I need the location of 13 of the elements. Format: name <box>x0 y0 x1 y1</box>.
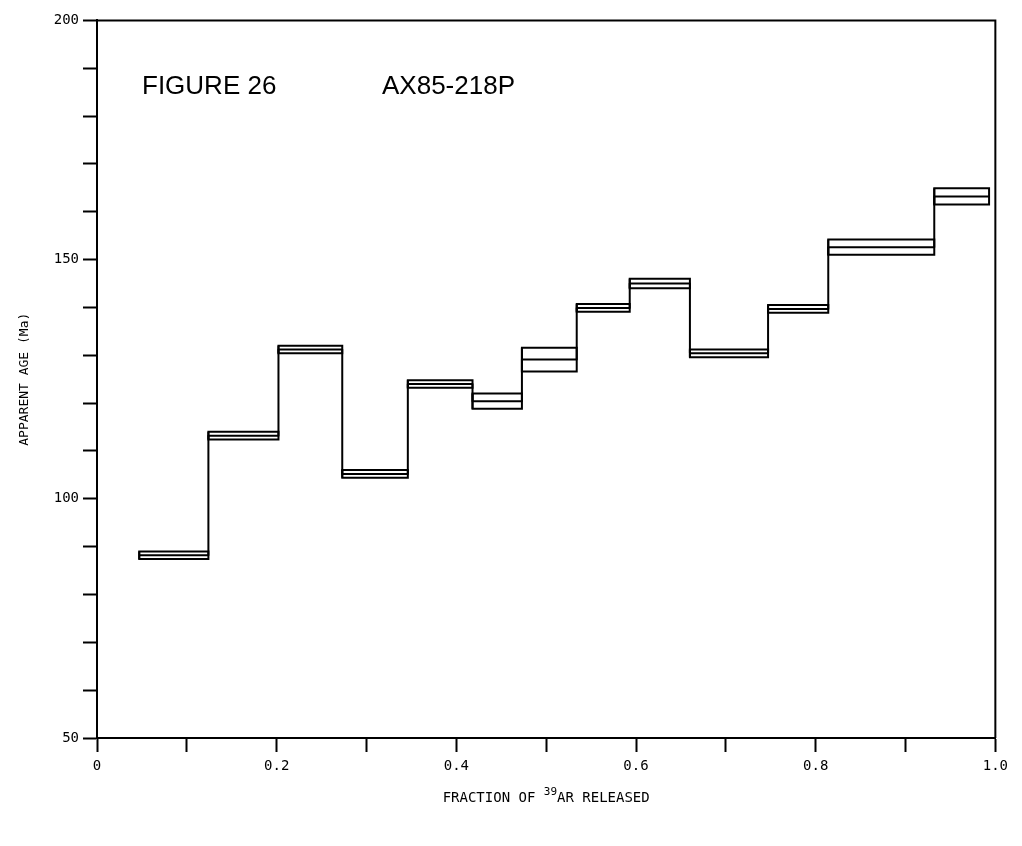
y-tick-label: 150 <box>53 250 79 267</box>
y-axis-title: APPARENT AGE (Ma) <box>16 312 32 446</box>
x-tick-label: 1.0 <box>982 757 1009 774</box>
x-tick-label: 0 <box>92 757 102 774</box>
y-tick-label: 100 <box>53 489 79 506</box>
x-tick-label: 0.6 <box>623 757 649 774</box>
text: AX85-218P <box>382 69 515 100</box>
text: FIGURE 26 <box>142 69 277 100</box>
y-tick-label: 200 <box>53 11 79 28</box>
x-tick-label: 0.2 <box>264 757 290 774</box>
x-tick-label: 0.4 <box>443 757 469 774</box>
y-tick-label: 50 <box>62 728 79 745</box>
x-tick-label: 0.8 <box>803 757 829 774</box>
